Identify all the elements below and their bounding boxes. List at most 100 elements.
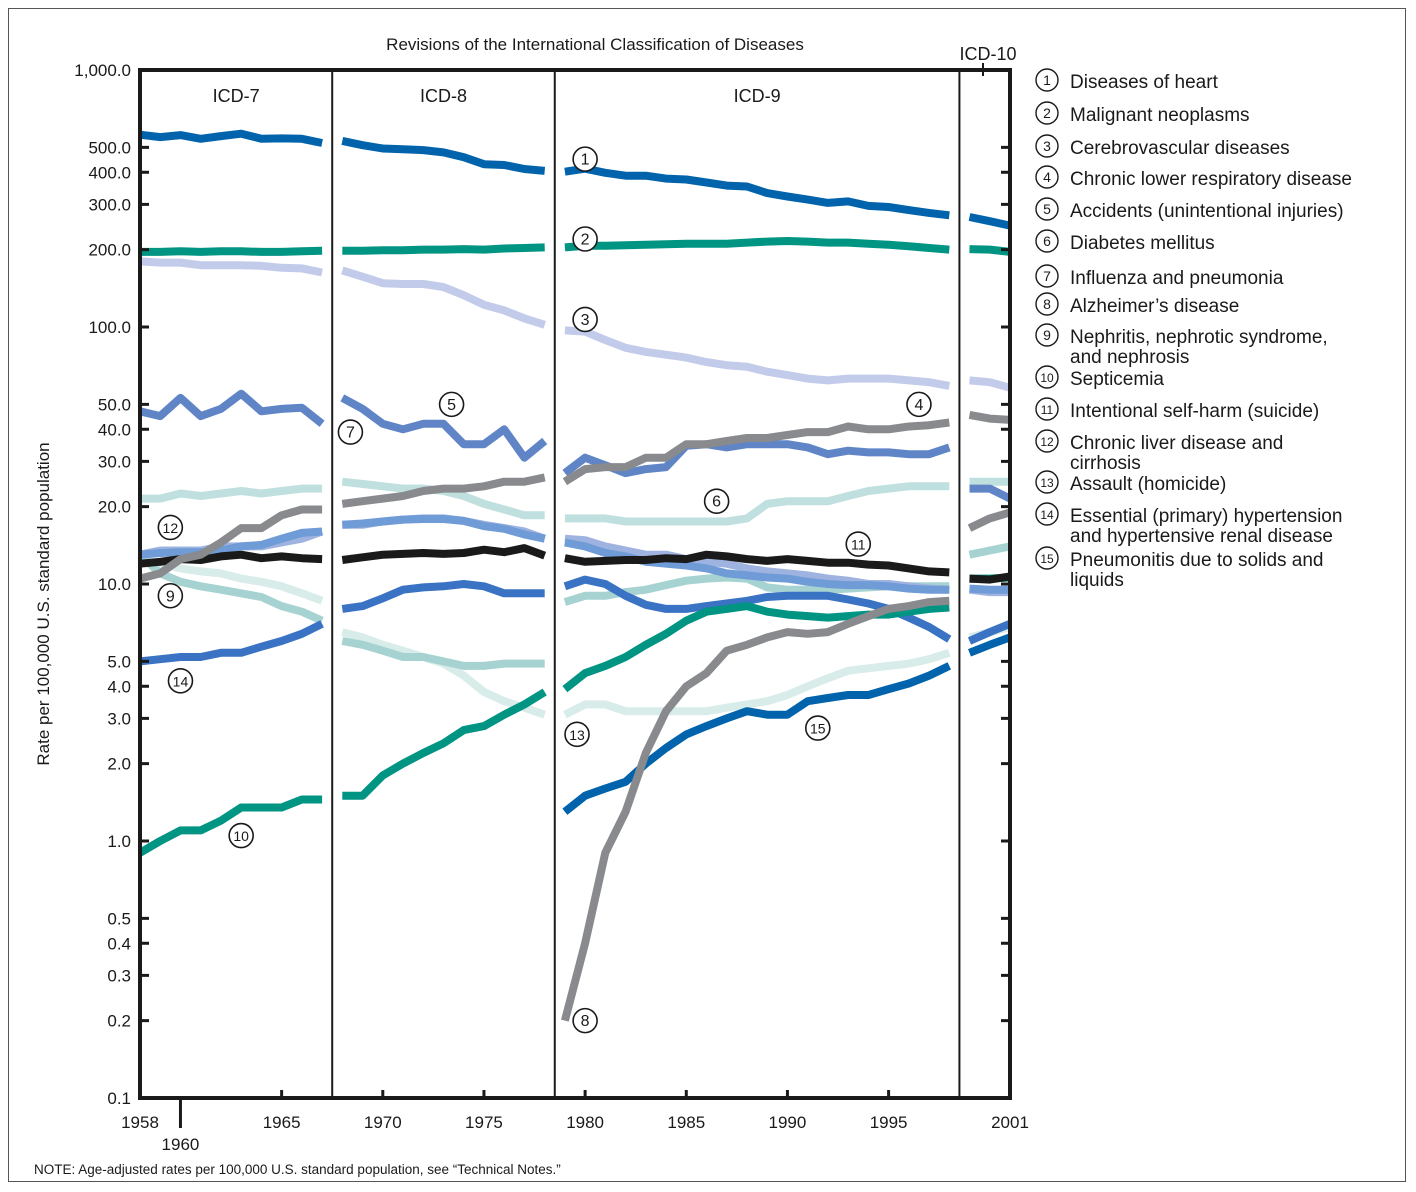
legend-marker-number-15: 15 [1040, 552, 1054, 566]
legend-marker-number-11: 11 [1041, 403, 1054, 417]
y-tick-label: 10.0 [98, 575, 131, 594]
series-4-line-segment-2 [341, 473, 546, 508]
line-label-circle-12 [157, 514, 184, 541]
series-11-line-segment-3 [564, 550, 950, 577]
line-label-circle-10 [228, 822, 254, 849]
y-tick-label: 0.5 [107, 909, 131, 928]
legend-marker-14 [1035, 502, 1059, 526]
series-14 [139, 575, 1012, 666]
line-label-number-15: 15 [810, 721, 826, 737]
line-label-number-3: 3 [581, 312, 590, 329]
y-tick-label: 0.1 [107, 1089, 131, 1108]
series-15-line-segment-2 [968, 633, 1012, 657]
x-tick-label-1960: 1960 [162, 1135, 200, 1154]
series-1-line-segment-1 [139, 129, 323, 147]
series-15-line-segment-1 [562, 662, 952, 815]
x-tick-label: 1970 [364, 1113, 402, 1132]
legend-marker-number-10: 10 [1040, 371, 1054, 385]
legend-marker-1 [1035, 68, 1059, 92]
x-tick-label: 1958 [121, 1113, 159, 1132]
series-11 [139, 544, 1011, 584]
x-tick-label: 1985 [667, 1113, 705, 1132]
y-tick-label: 1.0 [107, 832, 131, 851]
line-label-circle-14 [167, 668, 194, 694]
y-tick-label: 100.0 [88, 318, 131, 337]
y-tick-label: 30.0 [98, 452, 131, 471]
line-label-circle-11 [845, 531, 872, 557]
legend-label-10: Septicemia [1070, 369, 1164, 390]
footnote: NOTE: Age-adjusted rates per 100,000 U.S… [34, 1162, 561, 1177]
legend-label-13: Assault (homicide) [1070, 474, 1226, 495]
legend-label-14-line-2: and hypertensive renal disease [1070, 526, 1333, 547]
legend-marker-number-5: 5 [1043, 201, 1051, 217]
series-8-line-segment-2 [967, 508, 1012, 532]
line-label-number-1: 1 [581, 152, 590, 169]
x-tick-label: 1975 [465, 1113, 503, 1132]
legend-marker-number-14: 14 [1040, 508, 1054, 522]
revision-label-3: ICD-9 [734, 86, 781, 106]
series-5-line-segment-3 [562, 440, 951, 478]
series-lines [137, 129, 1012, 1022]
series-4-line-segment-1 [139, 505, 323, 583]
line-label-circle-9 [157, 582, 184, 609]
line-label-circle-8 [572, 1007, 598, 1034]
line-label-number-5: 5 [447, 397, 456, 414]
legend-marker-number-4: 4 [1043, 169, 1051, 185]
legend-label-5: Accidents (unintentional injuries) [1070, 201, 1344, 222]
line-label-number-12: 12 [163, 520, 179, 536]
legend-marker-6 [1035, 229, 1059, 253]
legend-label-1: Diseases of heart [1070, 72, 1219, 93]
legend-marker-9 [1035, 323, 1059, 347]
line-label-circle-5 [438, 391, 465, 418]
x-tick-label: 2001 [991, 1113, 1029, 1132]
series-5-line-segment-2 [340, 394, 548, 462]
legend-marker-number-1: 1 [1043, 72, 1051, 88]
series-10 [137, 573, 1011, 857]
legend-label-9-line-2: and nephrosis [1070, 347, 1189, 368]
x-axis: 1958 1965 1970 1975 1980 1985 1990 1995 2001 1960 [121, 1090, 1029, 1154]
legend-label-15-line-2: liquids [1070, 570, 1124, 591]
y-tick-label: 1,000.0 [74, 61, 131, 80]
line-label-number-14: 14 [173, 673, 189, 689]
line-label-circle-4 [906, 391, 932, 418]
line-label-circle-1 [572, 146, 598, 172]
legend-label-4: Chronic lower respiratory disease [1070, 169, 1352, 190]
line-label-circle-6 [703, 488, 730, 514]
series-4-line-segment-4 [968, 410, 1011, 424]
series-2-line-segment-3 [564, 237, 950, 254]
series-6-line-segment-3 [564, 482, 950, 526]
figure-frame [8, 8, 1406, 1182]
revision-label-4: ICD-10 [959, 44, 1016, 64]
legend-label-2: Malignant neoplasms [1070, 105, 1250, 126]
y-tick-label: 5.0 [107, 652, 131, 671]
legend-marker-3 [1035, 134, 1059, 158]
series-10-line-segment-1 [137, 795, 323, 857]
series-14-line-segment-4 [967, 620, 1012, 645]
line-label-number-8: 8 [581, 1013, 590, 1030]
y-tick-label: 200.0 [88, 241, 131, 260]
y-tick-label: 3.0 [107, 709, 131, 728]
y-tick-label: 2.0 [107, 755, 131, 774]
legend: 1 Diseases of heart 2 Malignant neoplasms 3 C… [1035, 68, 1352, 591]
legend-marker-4 [1035, 165, 1059, 189]
x-tick-label: 1980 [566, 1113, 604, 1132]
legend-marker-12 [1035, 429, 1059, 453]
legend-marker-15 [1035, 546, 1059, 570]
legend-label-15-line-1: Pneumonitis due to solids and [1070, 550, 1324, 571]
series-11-line-segment-4 [969, 572, 1011, 584]
legend-label-7: Influenza and pneumonia [1070, 268, 1284, 289]
series-5-line-segment-1 [139, 389, 325, 427]
legend-marker-number-6: 6 [1043, 233, 1051, 249]
x-tick-label: 1990 [769, 1113, 807, 1132]
y-tick-label: 50.0 [98, 395, 131, 414]
series-2 [140, 237, 1011, 256]
line-label-number-11: 11 [851, 537, 866, 553]
series-8-line-segment-1 [561, 596, 950, 1022]
series-2-line-segment-2 [342, 243, 545, 255]
series-12-line-segment-2 [342, 515, 546, 543]
line-label-number-7: 7 [346, 425, 355, 442]
y-tick-label: 500.0 [88, 138, 131, 157]
legend-marker-number-3: 3 [1043, 138, 1051, 154]
series-12-line-segment-4 [969, 584, 1010, 594]
